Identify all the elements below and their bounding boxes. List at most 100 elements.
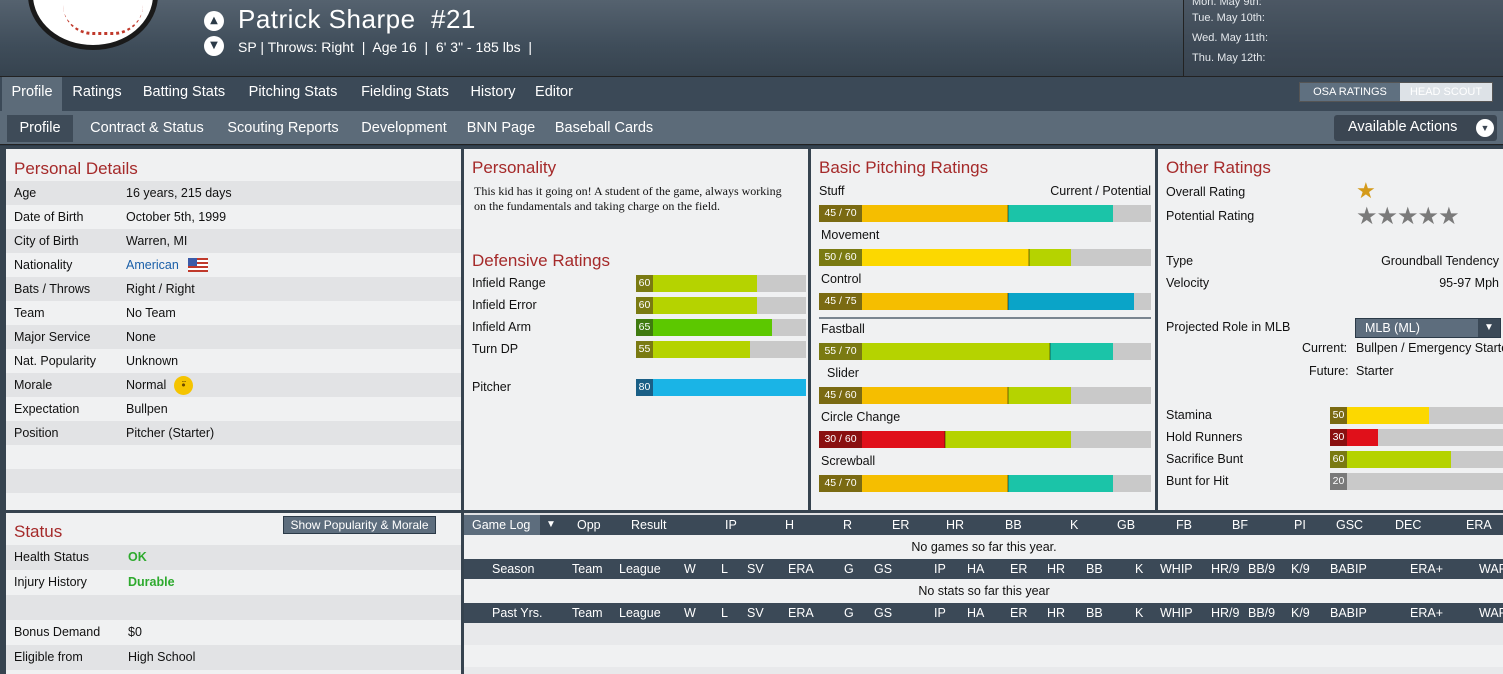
osa-ratings-option[interactable]: OSA RATINGS: [1300, 83, 1400, 101]
gamelog-col[interactable]: Opp: [577, 518, 601, 532]
tab-profile[interactable]: Profile: [2, 77, 62, 111]
past-col[interactable]: W: [684, 606, 696, 620]
season-col[interactable]: Team: [572, 562, 603, 576]
chevron-down-icon: ▼: [1478, 319, 1500, 337]
personal-details-title: Personal Details: [14, 159, 138, 178]
past-col[interactable]: ERA+: [1410, 606, 1444, 620]
season-col[interactable]: BB/9: [1248, 562, 1276, 576]
past-col[interactable]: K/9: [1291, 606, 1310, 620]
tab-pitching-stats[interactable]: Pitching Stats: [248, 84, 338, 100]
gamelog-col[interactable]: FB: [1176, 518, 1192, 532]
season-col[interactable]: BABIP: [1330, 562, 1367, 576]
gamelog-col[interactable]: HR: [946, 518, 965, 532]
season-col[interactable]: HA: [967, 562, 985, 576]
projected-role-select[interactable]: MLB (ML) ▼: [1355, 318, 1501, 338]
personal-row: Date of Birth October 5th, 1999: [6, 205, 461, 229]
season-col[interactable]: BB: [1086, 562, 1103, 576]
season-col[interactable]: Season: [492, 562, 535, 576]
status-row-label: Bonus Demand: [14, 625, 101, 639]
past-col[interactable]: League: [619, 606, 661, 620]
previous-player-button[interactable]: ▲: [204, 11, 224, 31]
gamelog-col[interactable]: BF: [1232, 518, 1248, 532]
season-col[interactable]: ERA+: [1410, 562, 1444, 576]
next-player-button[interactable]: ▼: [204, 36, 224, 56]
past-col[interactable]: ERA: [788, 606, 814, 620]
past-col[interactable]: HR: [1047, 606, 1066, 620]
main-tab-bar: Profile Ratings Batting Stats Pitching S…: [0, 76, 1503, 111]
status-panel: Status Show Popularity & Morale Health S…: [6, 513, 461, 674]
gamelog-col[interactable]: R: [843, 518, 853, 532]
other-rating-label: Stamina: [1166, 408, 1212, 422]
personal-row-label: Expectation: [14, 402, 80, 416]
chevron-down-icon: ▼: [1476, 119, 1494, 137]
season-col[interactable]: IP: [934, 562, 946, 576]
tab-batting-stats[interactable]: Batting Stats: [142, 84, 226, 100]
past-col[interactable]: BABIP: [1330, 606, 1367, 620]
past-col[interactable]: BB/9: [1248, 606, 1276, 620]
season-col[interactable]: ERA: [788, 562, 814, 576]
past-col[interactable]: G: [844, 606, 854, 620]
gamelog-col[interactable]: H: [785, 518, 795, 532]
personal-row-value: Bullpen: [126, 402, 168, 416]
past-col[interactable]: SV: [747, 606, 764, 620]
subtab-bnn-page[interactable]: BNN Page: [466, 120, 536, 136]
past-col[interactable]: WAR: [1479, 606, 1503, 620]
personal-row: Position Pitcher (Starter): [6, 421, 461, 445]
past-col[interactable]: HR/9: [1211, 606, 1240, 620]
season-col[interactable]: G: [844, 562, 854, 576]
status-row-label: Eligible from: [14, 650, 83, 664]
show-popularity-morale-button[interactable]: Show Popularity & Morale: [283, 516, 436, 534]
gamelog-col[interactable]: DEC: [1395, 518, 1422, 532]
gamelog-col[interactable]: K: [1070, 518, 1079, 532]
gamelog-col[interactable]: ER: [892, 518, 910, 532]
gamelog-col[interactable]: Result: [631, 518, 667, 532]
gamelog-col[interactable]: ERA: [1466, 518, 1492, 532]
past-col[interactable]: Team: [572, 606, 603, 620]
past-col[interactable]: Past Yrs.: [492, 606, 543, 620]
gamelog-col[interactable]: GSC: [1336, 518, 1364, 532]
season-col[interactable]: HR/9: [1211, 562, 1240, 576]
season-col[interactable]: L: [721, 562, 728, 576]
available-actions-button[interactable]: Available Actions ▼: [1334, 115, 1497, 141]
gamelog-col[interactable]: GB: [1117, 518, 1136, 532]
subtab-scouting-reports[interactable]: Scouting Reports: [227, 120, 339, 136]
past-col[interactable]: GS: [874, 606, 893, 620]
subtab-development[interactable]: Development: [361, 120, 447, 136]
season-col[interactable]: WAR: [1479, 562, 1503, 576]
subtab-profile[interactable]: Profile: [7, 115, 73, 142]
team-logo: [28, 0, 158, 50]
season-col[interactable]: HR: [1047, 562, 1066, 576]
pitch-potential-fill: [945, 431, 1071, 448]
subtab-baseball-cards[interactable]: Baseball Cards: [554, 120, 654, 136]
past-col[interactable]: ER: [1010, 606, 1028, 620]
rating-source-toggle[interactable]: OSA RATINGS HEAD SCOUT: [1299, 82, 1493, 102]
past-col[interactable]: BB: [1086, 606, 1103, 620]
personality-title: Personality: [472, 158, 557, 177]
season-col[interactable]: W: [684, 562, 696, 576]
pitch-rating-value: 45 / 70: [819, 205, 862, 222]
gamelog-col[interactable]: IP: [725, 518, 737, 532]
past-col[interactable]: HA: [967, 606, 985, 620]
season-col[interactable]: GS: [874, 562, 893, 576]
past-col[interactable]: IP: [934, 606, 946, 620]
past-col[interactable]: WHIP: [1160, 606, 1193, 620]
tab-editor[interactable]: Editor: [535, 84, 573, 100]
gamelog-select[interactable]: Game Log ▼: [464, 515, 562, 535]
past-col[interactable]: K: [1135, 606, 1144, 620]
season-col[interactable]: K/9: [1291, 562, 1310, 576]
tab-ratings[interactable]: Ratings: [72, 84, 122, 100]
season-col[interactable]: WHIP: [1160, 562, 1193, 576]
tab-history[interactable]: History: [470, 84, 516, 100]
season-col[interactable]: League: [619, 562, 661, 576]
past-col[interactable]: L: [721, 606, 728, 620]
season-col[interactable]: K: [1135, 562, 1144, 576]
tab-fielding-stats[interactable]: Fielding Stats: [361, 84, 449, 100]
season-col[interactable]: SV: [747, 562, 764, 576]
gamelog-col[interactable]: PI: [1294, 518, 1306, 532]
gamelog-col[interactable]: BB: [1005, 518, 1022, 532]
subtab-contract-status[interactable]: Contract & Status: [90, 120, 204, 136]
personal-row-value: Pitcher (Starter): [126, 426, 215, 440]
head-scout-option[interactable]: HEAD SCOUT: [1409, 86, 1483, 98]
season-col[interactable]: ER: [1010, 562, 1028, 576]
other-rating-label: Sacrifice Bunt: [1166, 452, 1244, 466]
